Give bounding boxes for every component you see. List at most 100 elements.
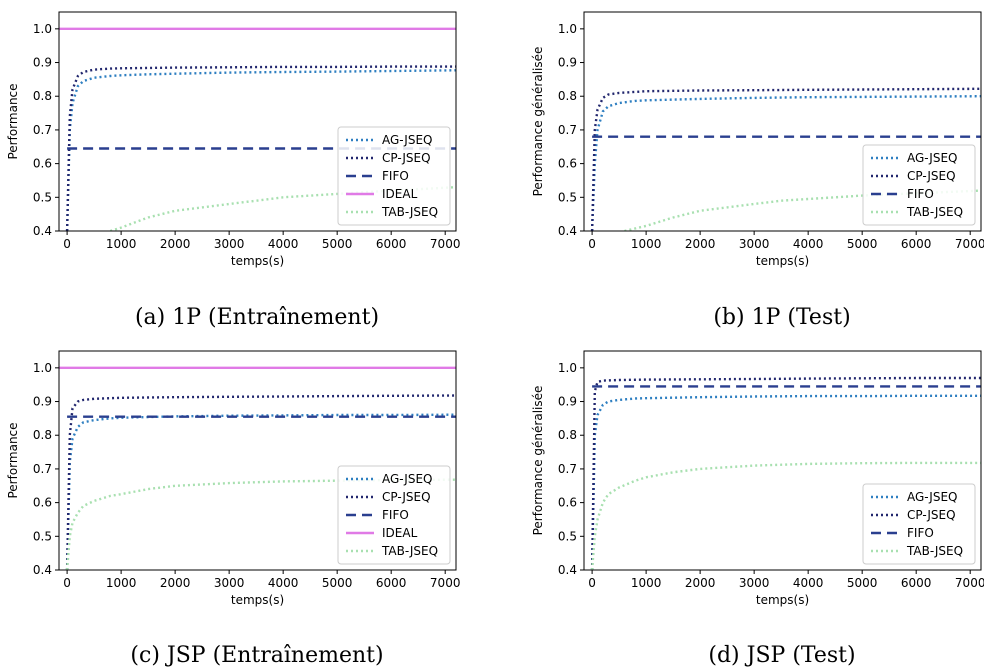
- x-tick-label: 2000: [160, 237, 191, 251]
- x-tick-label: 1000: [106, 576, 137, 590]
- x-tick-label: 2000: [685, 576, 716, 590]
- y-tick-label: 0.8: [558, 428, 577, 442]
- y-tick-label: 0.8: [33, 428, 52, 442]
- series-line-tab-jseq: [109, 186, 456, 231]
- series-line-ag-jseq: [65, 413, 456, 570]
- legend: AG-JSEQ CP-JSEQ FIFO IDEAL TAB-JSEQ: [337, 465, 451, 565]
- y-axis-label: Performance généralisée: [531, 386, 545, 536]
- series-line-ag-jseq: [590, 394, 981, 570]
- x-tick-label: 5000: [322, 576, 353, 590]
- y-tick-label: 0.5: [33, 190, 52, 204]
- series-line-ag-jseq: [590, 95, 981, 231]
- caption-d: (d) JSP (Test): [708, 643, 856, 668]
- x-tick-label: 2000: [160, 576, 191, 590]
- y-tick-label: 0.6: [558, 496, 577, 510]
- legend-label-tab-jseq: TAB-JSEQ: [381, 205, 438, 219]
- y-tick-label: 0.8: [558, 89, 577, 103]
- x-tick-label: 5000: [847, 576, 878, 590]
- series-group: [59, 366, 456, 570]
- y-tick-label: 1.0: [33, 361, 52, 375]
- legend-label-tab-jseq: TAB-JSEQ: [906, 205, 963, 219]
- x-tick-label: 6000: [376, 576, 407, 590]
- y-tick-label: 0.7: [33, 462, 52, 476]
- x-axis-label: temps(s): [231, 593, 284, 607]
- legend-label-ag-jseq: AG-JSEQ: [907, 151, 957, 165]
- legend-label-ideal: IDEAL: [382, 526, 418, 540]
- x-tick-label: 2000: [685, 237, 716, 251]
- series-line-tab-jseq: [590, 461, 981, 570]
- axes-frame: [583, 350, 982, 571]
- x-tick-label: 3000: [739, 576, 770, 590]
- x-tick-label: 0: [588, 576, 596, 590]
- axes-frame: [58, 350, 457, 571]
- legend-box: [862, 144, 976, 226]
- chart-c: 0 1000 2000 3000 4000 5000 6000 7000 0.4 0.5 0.6 0.…: [6, 350, 461, 607]
- y-axis-label: Performance généralisée: [531, 47, 545, 197]
- legend-label-ag-jseq: AG-JSEQ: [382, 133, 432, 147]
- legend-label-ideal: IDEAL: [382, 187, 418, 201]
- axes-frame: [583, 11, 982, 232]
- y-tick-label: 0.5: [558, 190, 577, 204]
- y-axis-label: Performance: [6, 422, 20, 498]
- chart-d: 0 1000 2000 3000 4000 5000 6000 7000 0.4 0.5 0.6 0.…: [531, 350, 984, 607]
- series-line-ag-jseq: [65, 69, 456, 231]
- y-tick-label: 0.5: [558, 529, 577, 543]
- x-tick-label: 0: [588, 237, 596, 251]
- x-tick-label: 4000: [268, 576, 299, 590]
- y-tick-label: 0.8: [33, 89, 52, 103]
- x-tick-label: 6000: [901, 576, 932, 590]
- legend-label-tab-jseq: TAB-JSEQ: [906, 544, 963, 558]
- caption-a: (a) 1P (Entraînement): [134, 305, 380, 330]
- y-tick-label: 0.9: [558, 395, 577, 409]
- y-tick-label: 0.4: [558, 224, 577, 238]
- legend-label-cp-jseq: CP-JSEQ: [907, 169, 956, 183]
- x-tick-label: 4000: [793, 576, 824, 590]
- x-tick-label: 7000: [955, 237, 984, 251]
- y-tick-label: 1.0: [33, 22, 52, 36]
- x-tick-label: 1000: [631, 576, 662, 590]
- y-tick-label: 0.6: [558, 157, 577, 171]
- y-tick-label: 0.6: [33, 496, 52, 510]
- x-tick-label: 5000: [322, 237, 353, 251]
- legend-label-tab-jseq: TAB-JSEQ: [381, 544, 438, 558]
- series-line-cp-jseq: [590, 87, 981, 231]
- y-axis-label: Performance: [6, 83, 20, 159]
- x-tick-label: 7000: [955, 576, 984, 590]
- y-tick-label: 0.7: [558, 123, 577, 137]
- y-tick-label: 0.9: [33, 56, 52, 70]
- x-tick-label: 3000: [214, 576, 245, 590]
- series-line-cp-jseq: [65, 65, 456, 231]
- series-group: [590, 87, 981, 231]
- legend-label-fifo: FIFO: [907, 526, 934, 540]
- x-tick-label: 1000: [631, 237, 662, 251]
- legend: AG-JSEQ CP-JSEQ FIFO TAB-JSEQ: [862, 483, 976, 565]
- x-tick-label: 4000: [793, 237, 824, 251]
- x-tick-label: 0: [63, 237, 71, 251]
- x-tick-label: 1000: [106, 237, 137, 251]
- legend: AG-JSEQ CP-JSEQ FIFO IDEAL TAB-JSEQ: [337, 126, 451, 226]
- y-tick-label: 0.9: [33, 395, 52, 409]
- x-tick-label: 3000: [214, 237, 245, 251]
- x-tick-label: 6000: [376, 237, 407, 251]
- x-tick-label: 6000: [901, 237, 932, 251]
- x-tick-label: 4000: [268, 237, 299, 251]
- legend: AG-JSEQ CP-JSEQ FIFO TAB-JSEQ: [862, 144, 976, 226]
- y-tick-label: 0.7: [558, 462, 577, 476]
- caption-b: (b) 1P (Test): [713, 305, 851, 330]
- series-line-cp-jseq: [590, 376, 981, 570]
- series-line-tab-jseq: [65, 478, 456, 570]
- legend-box: [337, 126, 451, 226]
- x-tick-label: 7000: [430, 237, 461, 251]
- x-tick-label: 3000: [739, 237, 770, 251]
- chart-a: 0 1000 2000 3000 4000 5000 6000 7000 0.4 0.5 0.6 0.…: [6, 11, 461, 268]
- chart-b: 0 1000 2000 3000 4000 5000 6000 7000 0.4 0.5 0.6 0.…: [531, 11, 984, 268]
- y-tick-label: 0.4: [33, 224, 52, 238]
- x-tick-label: 7000: [430, 576, 461, 590]
- series-group: [590, 376, 981, 570]
- legend-label-fifo: FIFO: [382, 169, 409, 183]
- legend-label-ag-jseq: AG-JSEQ: [907, 490, 957, 504]
- legend-box: [862, 483, 976, 565]
- series-line-cp-jseq: [65, 394, 456, 570]
- caption-c: (c) JSP (Entraînement): [130, 643, 384, 668]
